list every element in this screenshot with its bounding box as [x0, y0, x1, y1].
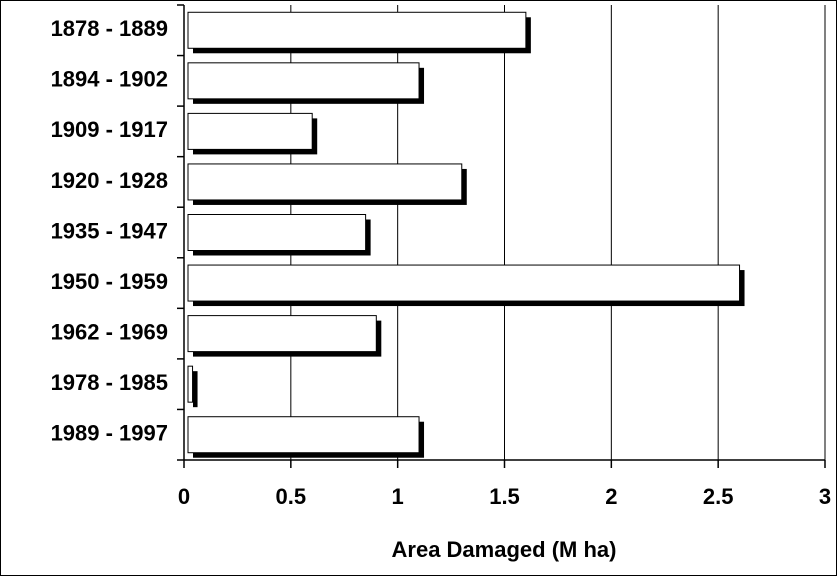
bar — [187, 163, 463, 201]
bar — [187, 264, 741, 302]
bar-shadow — [193, 371, 198, 408]
x-tick-label: 0.5 — [276, 484, 307, 509]
bar — [187, 214, 367, 251]
y-tick-label: 1989 - 1997 — [51, 421, 168, 446]
x-tick-label: 1 — [392, 484, 404, 509]
y-tick-label: 1935 - 1947 — [51, 218, 168, 243]
y-tick-label: 1950 - 1959 — [51, 269, 168, 294]
bar — [187, 62, 420, 100]
y-tick-label: 1909 - 1917 — [51, 117, 168, 142]
y-tick-label: 1978 - 1985 — [51, 370, 168, 395]
bar — [187, 365, 194, 403]
y-tick-label: 1962 - 1969 — [51, 319, 168, 344]
bar — [187, 112, 313, 150]
x-axis-title: Area Damaged (M ha) — [392, 537, 617, 562]
x-tick-label: 2.5 — [703, 484, 734, 509]
x-tick-label: 1.5 — [489, 484, 520, 509]
bar — [187, 315, 377, 353]
x-tick-label: 3 — [819, 484, 831, 509]
y-tick-label: 1878 - 1889 — [51, 16, 168, 41]
x-tick-label: 0 — [178, 484, 190, 509]
y-tick-label: 1920 - 1928 — [51, 168, 168, 193]
bar — [187, 416, 420, 454]
y-tick-label: 1894 - 1902 — [51, 67, 168, 92]
x-tick-label: 2 — [605, 484, 617, 509]
bar — [187, 11, 527, 49]
